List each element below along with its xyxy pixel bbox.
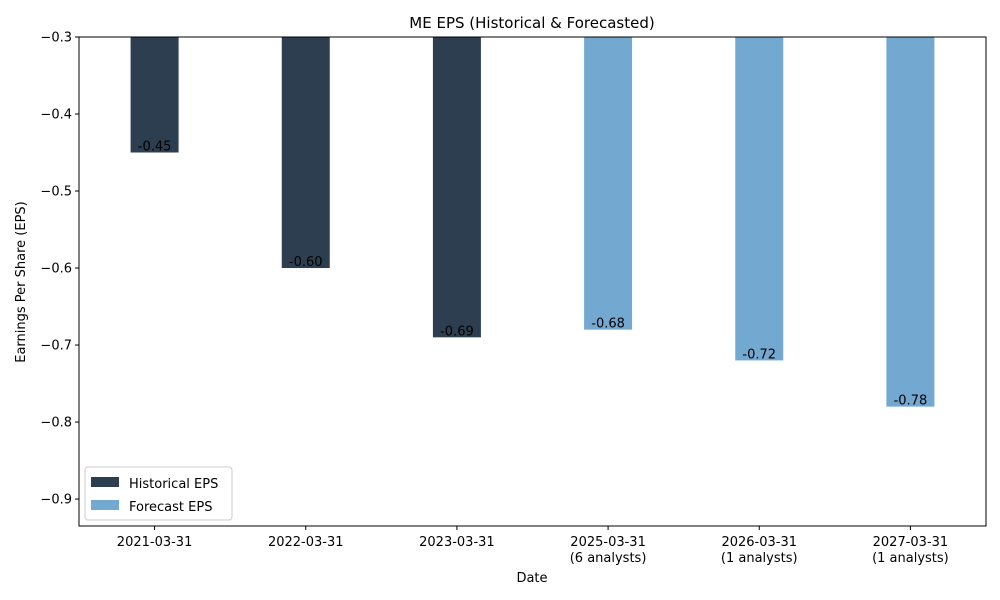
x-tick-label: 2021-03-31 <box>117 535 193 550</box>
bar-historical-2 <box>432 37 481 338</box>
x-axis-label: Date <box>516 571 547 586</box>
x-tick-sublabel: (1 analysts) <box>872 551 949 566</box>
y-tick-label: −0.7 <box>40 339 72 354</box>
y-tick-label: −0.5 <box>40 185 72 200</box>
legend-label-forecast: Forecast EPS <box>129 500 212 515</box>
y-tick-label: −0.6 <box>40 262 72 277</box>
legend: Historical EPS Forecast EPS <box>84 466 233 521</box>
chart-title: ME EPS (Historical & Forecasted) <box>409 14 654 32</box>
bars-group: -0.45 -0.60 -0.69 -0.68 -0.72 -0.78 <box>130 37 935 409</box>
bar-value-label-2: -0.69 <box>440 324 474 339</box>
y-tick-label: −0.3 <box>40 31 72 46</box>
x-tick-label: 2026-03-31 <box>721 535 797 550</box>
x-tick-label: 2025-03-31 <box>570 535 646 550</box>
bar-value-label-0: -0.45 <box>138 140 172 155</box>
y-axis-label: Earnings Per Share (EPS) <box>14 201 29 363</box>
bar-forecast-4 <box>735 37 784 361</box>
y-tick-label: −0.9 <box>40 493 72 508</box>
bar-value-label-3: -0.68 <box>591 317 625 332</box>
plot-area-frame <box>78 36 987 527</box>
legend-swatch-forecast <box>91 500 119 510</box>
legend-swatch-historical <box>91 477 119 487</box>
bar-historical-1 <box>281 37 330 269</box>
y-tick-label: −0.8 <box>40 416 72 431</box>
y-tick-label: −0.4 <box>40 108 72 123</box>
x-axis-ticks: 2021-03-31 2022-03-31 2023-03-31 2025-03-31… <box>117 526 949 566</box>
legend-box <box>84 466 233 521</box>
bar-value-label-1: -0.60 <box>289 255 323 270</box>
x-tick-sublabel: (6 analysts) <box>570 551 647 566</box>
y-axis-ticks: −0.3 −0.4 −0.5 −0.6 −0.7 −0.8 −0.9 <box>40 31 79 508</box>
x-tick-label: 2027-03-31 <box>873 535 949 550</box>
bar-value-label-4: -0.72 <box>742 347 776 362</box>
bar-value-label-5: -0.78 <box>894 394 928 409</box>
legend-label-historical: Historical EPS <box>129 477 218 492</box>
bar-forecast-3 <box>584 37 633 330</box>
x-tick-sublabel: (1 analysts) <box>721 551 798 566</box>
bar-forecast-5 <box>886 37 935 407</box>
x-tick-label: 2022-03-31 <box>268 535 344 550</box>
bar-historical-0 <box>130 37 179 153</box>
x-tick-label: 2023-03-31 <box>419 535 495 550</box>
